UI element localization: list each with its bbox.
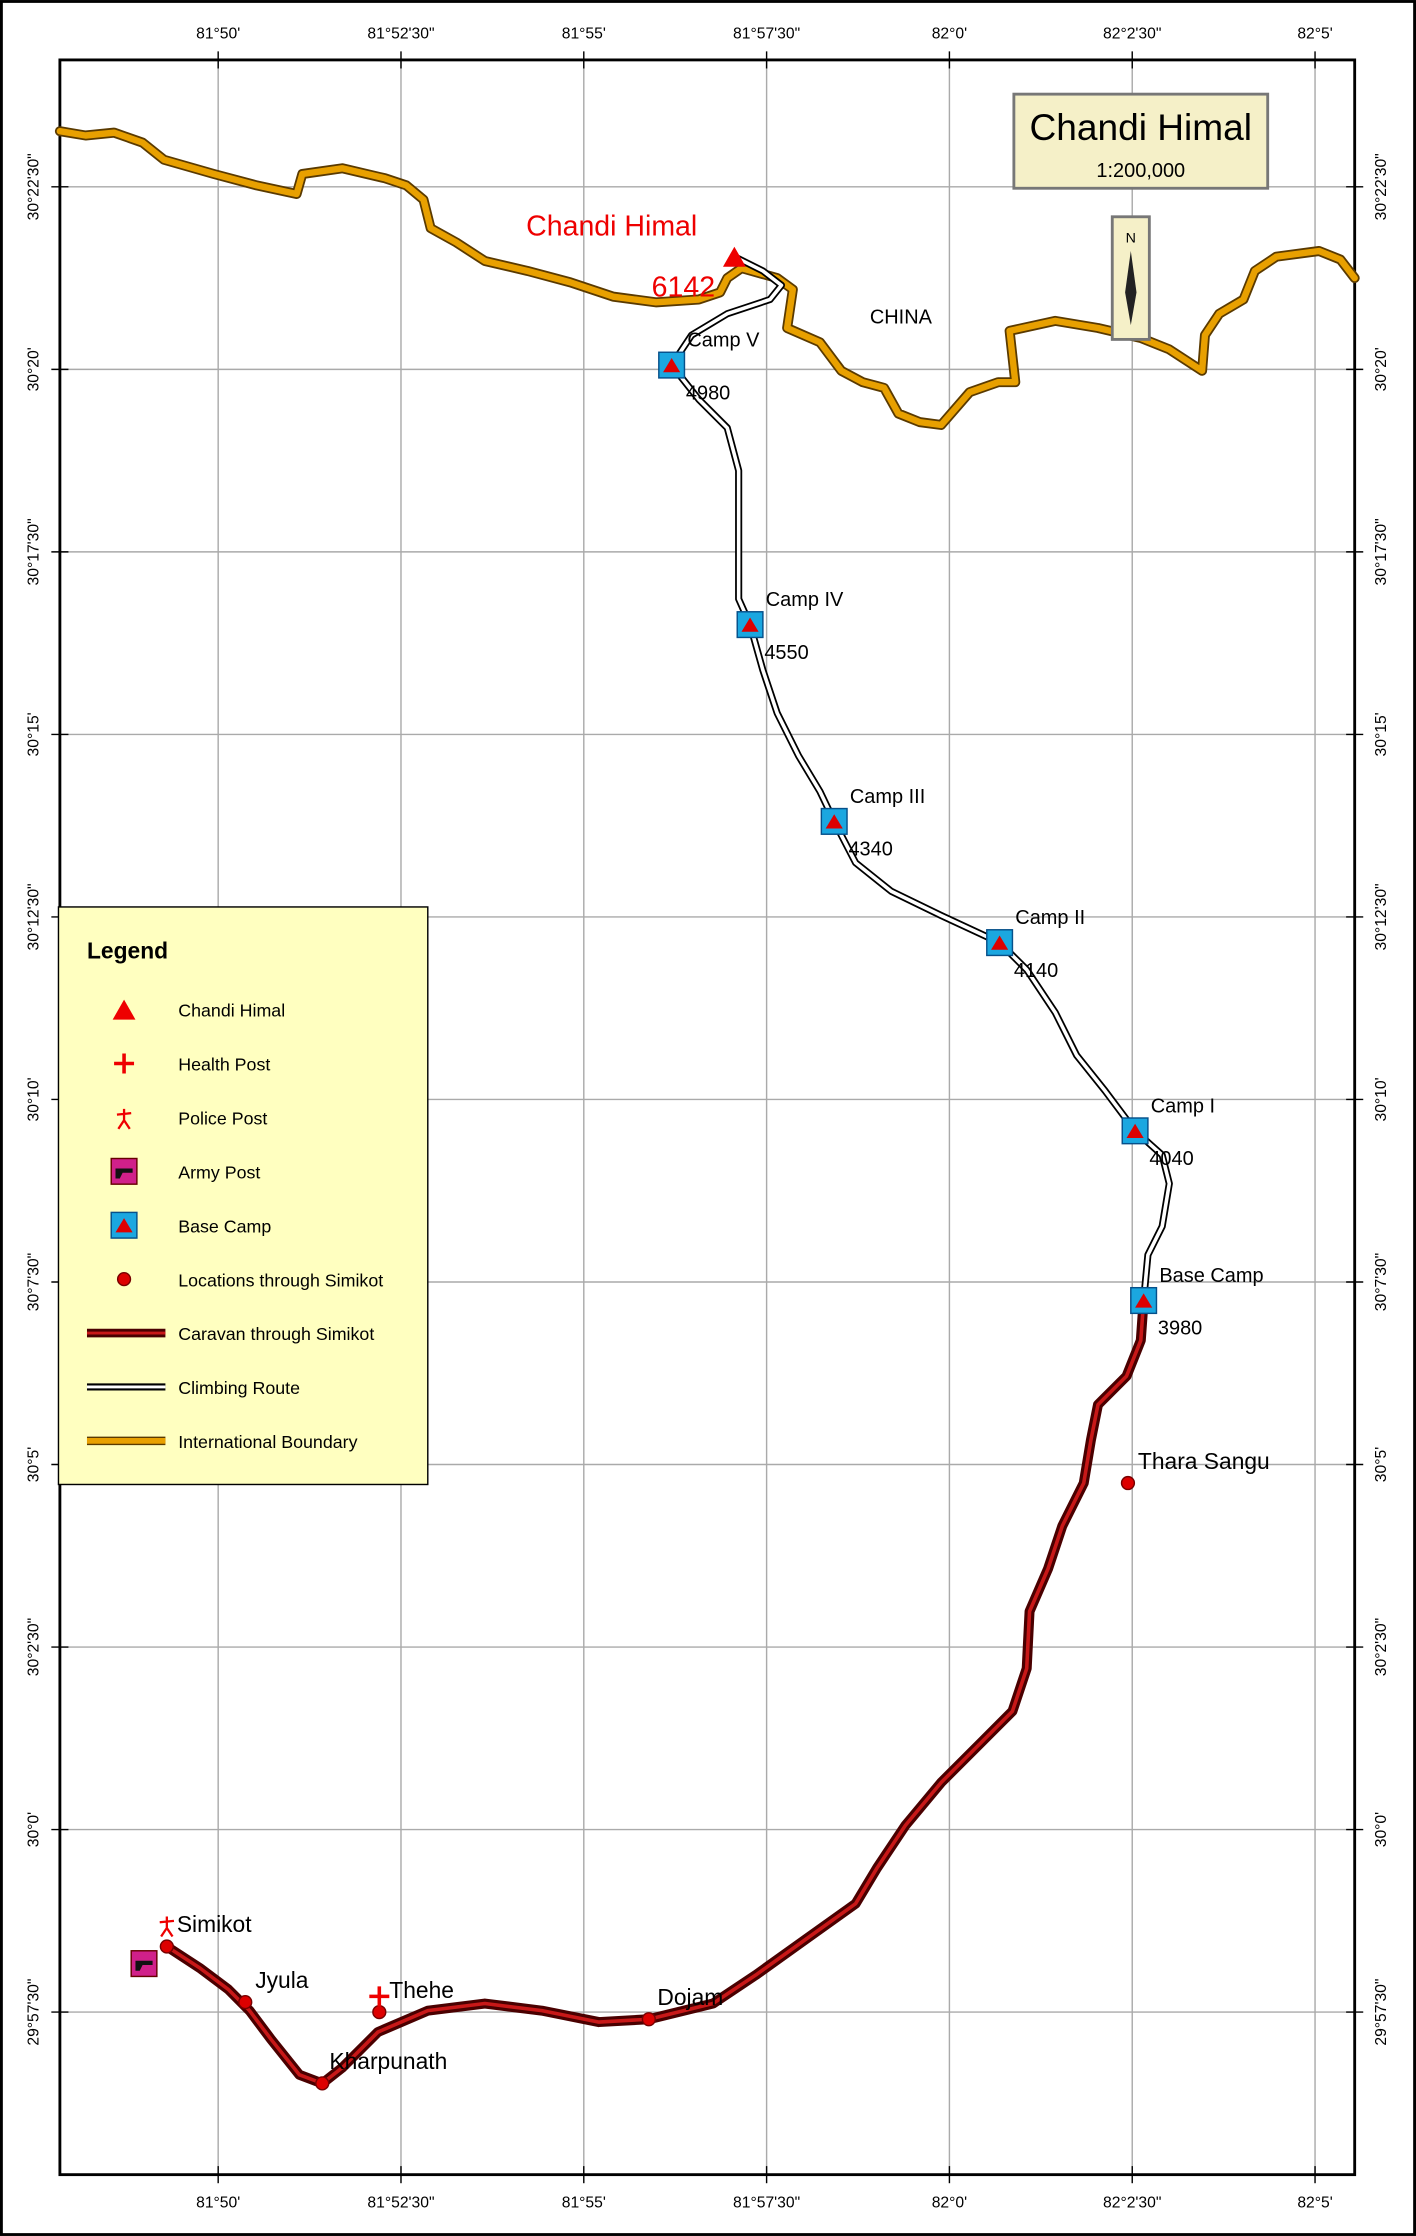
location-dot	[116, 1272, 132, 1287]
camp-tent	[825, 814, 843, 829]
lon-label-bottom: 81°57'30"	[733, 2194, 800, 2211]
location-name: Jyula	[255, 1967, 309, 1993]
lat-label-left: 30°7'30"	[26, 1253, 43, 1311]
legend-item: Chandi Himal	[178, 1001, 285, 1021]
camp-tent	[663, 357, 681, 373]
peak-elevation: 6142	[652, 272, 715, 304]
lat-label-left: 29°57'30"	[26, 1979, 43, 2046]
north-arrow	[1125, 251, 1137, 326]
legend-item: Health Post	[178, 1055, 270, 1075]
lon-label-bottom: 81°52'30"	[367, 2194, 434, 2211]
lon-label-bottom: 82°0'	[932, 2194, 967, 2211]
location-dot	[372, 2004, 387, 2020]
boundary	[56, 128, 1358, 429]
army-gun	[115, 1168, 133, 1179]
lon-label-top: 82°5'	[1297, 26, 1332, 43]
legend-title: Legend	[87, 937, 168, 963]
north-label: N	[1126, 230, 1136, 246]
camp-elevation: 4040	[1149, 1148, 1193, 1170]
lat-label-right: 30°22'30"	[1373, 153, 1390, 220]
location-dot	[315, 2076, 330, 2091]
lon-label-top: 81°57'30"	[733, 26, 800, 43]
lon-label-bottom: 81°55'	[562, 2194, 606, 2211]
camp-elevation: 3980	[1158, 1318, 1202, 1340]
lat-label-right: 30°15'	[1373, 712, 1390, 756]
location-name: Simikot	[177, 1911, 252, 1937]
title-box	[1012, 92, 1270, 190]
lon-label-top: 81°55'	[562, 26, 606, 43]
lat-label-right: 30°5'	[1373, 1447, 1390, 1482]
lat-label-right: 30°17'30"	[1373, 518, 1390, 585]
peak-icon	[112, 999, 136, 1020]
camp-tent	[991, 935, 1009, 950]
legend-item: International Boundary	[178, 1432, 357, 1452]
lon-label-bottom: 81°50'	[196, 2194, 240, 2211]
location-dot	[159, 1939, 174, 1954]
legend-item: Police Post	[178, 1109, 267, 1129]
legend-item: Climbing Route	[178, 1378, 300, 1398]
lat-label-right: 30°20'	[1373, 347, 1390, 391]
country-label: CHINA	[870, 307, 933, 329]
camp-name: Camp I	[1151, 1095, 1215, 1117]
camp-tent	[115, 1218, 133, 1233]
health-post	[369, 1986, 390, 2007]
lon-label-top: 81°50'	[196, 26, 240, 43]
lat-label-left: 30°2'30"	[26, 1618, 43, 1676]
lat-label-left: 30°5'	[26, 1447, 43, 1482]
lat-label-left: 30°10'	[26, 1077, 43, 1121]
lon-label-top: 82°2'30"	[1103, 26, 1161, 43]
army-gun	[135, 1960, 153, 1971]
police-post	[116, 1108, 132, 1130]
police-post	[159, 1916, 175, 1938]
lat-label-right: 30°2'30"	[1373, 1618, 1390, 1676]
map-scale: 1:200,000	[1096, 160, 1185, 182]
lat-label-left: 30°0'	[26, 1812, 43, 1847]
camp-elevation: 4980	[686, 382, 730, 404]
lat-label-left: 30°20'	[26, 347, 43, 391]
camp-name: Camp IV	[766, 589, 844, 611]
legend-item: Army Post	[178, 1162, 260, 1182]
location-dot	[238, 1994, 253, 2010]
location-name: Thehe	[389, 1977, 454, 2003]
legend-item: Caravan through Simikot	[178, 1324, 374, 1344]
camp-name: Camp V	[687, 330, 760, 352]
lat-label-right: 30°10'	[1373, 1077, 1390, 1121]
caravan-route	[165, 1298, 1146, 2086]
location-name: Kharpunath	[329, 2048, 447, 2074]
camp-icon	[110, 1211, 138, 1239]
camp-tent	[1126, 1123, 1144, 1138]
camp-elevation: 4140	[1014, 960, 1058, 982]
lat-label-right: 30°7'30"	[1373, 1253, 1390, 1311]
lat-label-right: 30°0'	[1373, 1812, 1390, 1847]
camp-elevation: 4550	[764, 642, 808, 664]
lat-label-left: 30°15'	[26, 712, 43, 756]
legend-item: Base Camp	[178, 1216, 271, 1236]
camp-tent	[741, 617, 759, 632]
peak-name: Chandi Himal	[526, 210, 697, 242]
camp-name: Camp II	[1015, 907, 1085, 929]
camp-name: Camp III	[850, 786, 925, 808]
camp-elevation: 4340	[848, 839, 892, 861]
location-name: Thara Sangu	[1138, 1448, 1270, 1474]
health-post	[114, 1053, 135, 1074]
lat-label-left: 30°12'30"	[26, 883, 43, 950]
lat-label-right: 30°12'30"	[1373, 883, 1390, 950]
camp-icon	[1121, 1117, 1149, 1145]
camp-name: Base Camp	[1159, 1265, 1263, 1287]
camp-tent	[1135, 1293, 1153, 1308]
location-dot	[1120, 1475, 1136, 1491]
legend-item: Locations through Simikot	[178, 1270, 383, 1290]
lat-label-right: 29°57'30"	[1373, 1979, 1390, 2046]
location-dot	[641, 2012, 656, 2027]
location-name: Dojam	[657, 1984, 723, 2010]
lon-label-top: 81°52'30"	[367, 26, 434, 43]
lat-label-left: 30°22'30"	[26, 153, 43, 220]
lat-label-left: 30°17'30"	[26, 518, 43, 585]
peak-icon	[722, 246, 746, 267]
lon-label-bottom: 82°2'30"	[1103, 2194, 1161, 2211]
map-title: Chandi Himal	[1030, 106, 1252, 148]
lon-label-bottom: 82°5'	[1297, 2194, 1332, 2211]
lon-label-top: 82°0'	[932, 26, 967, 43]
